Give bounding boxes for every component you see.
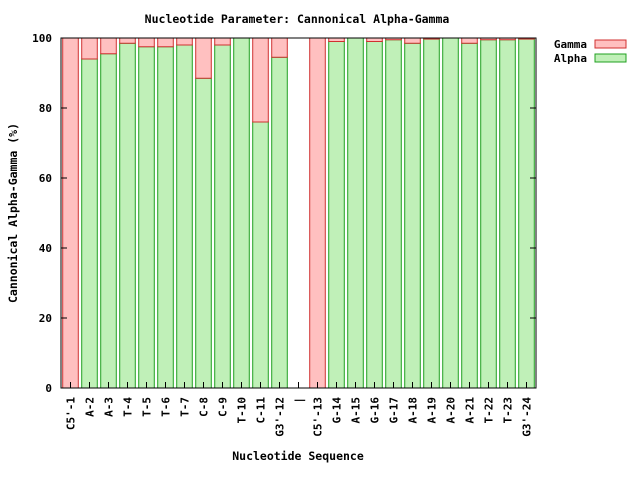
bar-gamma-5	[157, 37, 174, 48]
bar-alpha-3	[119, 42, 136, 389]
bar-gamma-16	[366, 37, 383, 42]
bar-gamma-1	[81, 37, 98, 60]
bar-alpha-21	[461, 42, 478, 389]
y-tick-label-0: 0	[45, 382, 52, 395]
bar-alpha-2	[100, 53, 117, 389]
x-tick-label-16: G-16	[369, 397, 382, 424]
bar-alpha-14	[328, 41, 345, 389]
x-tick-label-23: T-23	[502, 397, 515, 424]
bar-gamma-0	[62, 37, 79, 389]
bar-alpha-5	[157, 46, 174, 389]
bar-alpha-18	[404, 42, 421, 389]
bar-gamma-2	[100, 37, 117, 55]
bar-alpha-10	[252, 121, 269, 389]
bar-alpha-17	[385, 39, 402, 389]
legend-swatch-gamma	[594, 39, 627, 49]
y-tick-label-4: 80	[39, 102, 52, 115]
chart-title: Nucleotide Parameter: Cannonical Alpha-G…	[145, 12, 450, 26]
bar-alpha-22	[480, 39, 497, 389]
bar-gamma-13	[309, 37, 326, 389]
legend-swatch-alpha	[594, 53, 627, 63]
bars-group	[62, 37, 535, 389]
x-tick-label-4: T-5	[141, 397, 154, 417]
bar-alpha-9	[233, 37, 250, 389]
y-tick-label-5: 100	[32, 32, 52, 45]
x-tick-label-20: A-20	[445, 397, 458, 424]
x-tick-label-14: G-14	[331, 397, 344, 424]
x-tick-label-18: A-18	[407, 397, 420, 424]
bar-gamma-14	[328, 37, 345, 42]
y-tick-label-1: 20	[39, 312, 52, 325]
bar-gamma-21	[461, 37, 478, 44]
x-tick-label-10: C-11	[255, 397, 268, 424]
x-tick-label-2: A-3	[103, 397, 116, 417]
bar-alpha-24	[518, 38, 535, 389]
bar-alpha-19	[423, 38, 440, 389]
bar-gamma-3	[119, 37, 136, 44]
x-tick-label-5: T-6	[160, 397, 173, 417]
x-axis-ticks: C5'-1 A-2 A-3 T-4 T-5 T-6 T-7 C-8 C-9 T-10 C-11 G3'…	[65, 382, 534, 437]
bar-gamma-18	[404, 37, 421, 44]
x-tick-label-8: C-9	[217, 397, 230, 417]
bar-alpha-23	[499, 39, 516, 389]
bar-alpha-8	[214, 44, 231, 389]
bar-alpha-11	[271, 56, 288, 389]
bar-alpha-7	[195, 77, 212, 389]
x-tick-label-21: A-21	[464, 397, 477, 424]
bar-alpha-4	[138, 46, 155, 389]
y-axis-ticks: 0 20 40 60 80 100	[32, 32, 536, 395]
x-tick-label-22: T-22	[483, 397, 496, 424]
x-tick-label-7: C-8	[198, 397, 211, 417]
bar-gamma-7	[195, 37, 212, 79]
x-tick-label-11: G3'-12	[274, 397, 287, 437]
bar-alpha-16	[366, 41, 383, 389]
bar-alpha-15	[347, 37, 364, 389]
x-tick-label-17: G-17	[388, 397, 401, 424]
x-tick-label-19: A-19	[426, 397, 439, 424]
legend-label-gamma: Gamma	[554, 38, 587, 51]
bar-gamma-8	[214, 37, 231, 46]
bar-gamma-11	[271, 37, 288, 58]
x-tick-label-12: |	[293, 397, 306, 404]
legend-label-alpha: Alpha	[554, 52, 587, 65]
y-tick-label-3: 60	[39, 172, 52, 185]
bar-alpha-6	[176, 44, 193, 389]
bar-gamma-4	[138, 37, 155, 48]
bar-gamma-6	[176, 37, 193, 46]
x-tick-label-3: T-4	[122, 397, 135, 417]
x-tick-label-24: G3'-24	[521, 397, 534, 437]
x-tick-label-1: A-2	[84, 397, 97, 417]
x-tick-label-0: C5'-1	[65, 397, 78, 430]
bar-alpha-1	[81, 58, 98, 389]
y-axis-label: Cannonical Alpha-Gamma (%)	[6, 123, 20, 303]
x-tick-label-13: C5'-13	[312, 397, 325, 437]
x-tick-label-6: T-7	[179, 397, 192, 417]
x-tick-label-9: T-10	[236, 397, 249, 424]
bar-gamma-10	[252, 37, 269, 123]
x-axis-label: Nucleotide Sequence	[232, 449, 364, 463]
y-tick-label-2: 40	[39, 242, 52, 255]
bar-alpha-20	[442, 37, 459, 389]
x-tick-label-15: A-15	[350, 397, 363, 424]
